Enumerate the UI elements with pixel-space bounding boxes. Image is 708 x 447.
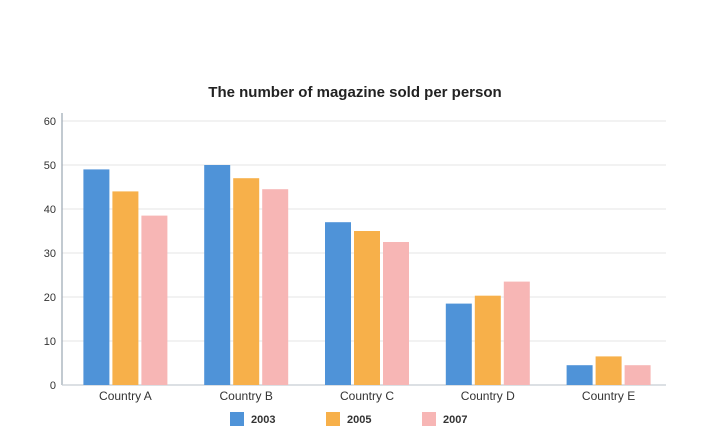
x-category-labels: Country A Country B Country C Country D Coun… (99, 389, 635, 403)
y-tick-label: 20 (44, 292, 56, 304)
bar-2007-country-c (383, 242, 409, 385)
bar-2007-country-e (624, 365, 651, 385)
bar-2003-country-c (325, 222, 351, 385)
x-category-label: Country D (461, 389, 515, 403)
bar-2007-country-a (141, 215, 168, 385)
legend-swatch-2003 (230, 412, 244, 426)
legend-label-2007: 2007 (443, 414, 467, 426)
y-tick-labels: 0 10 20 30 40 50 60 (44, 116, 56, 392)
legend-label-2005: 2005 (347, 414, 371, 426)
bar-2007-country-b (262, 189, 289, 385)
x-category-label: Country E (582, 389, 635, 403)
bar-2007-country-d (503, 281, 530, 385)
bar-2003-country-d (445, 303, 472, 385)
bar-2003-country-a (83, 169, 110, 385)
bar-2005-country-d (474, 295, 501, 385)
legend-swatch-2007 (422, 412, 436, 426)
bar-2005-country-a (112, 191, 139, 385)
legend: 2003 2005 2007 (230, 412, 467, 426)
x-category-label: Country C (340, 389, 394, 403)
x-category-label: Country B (220, 389, 273, 403)
legend-swatch-2005 (326, 412, 340, 426)
y-tick-label: 30 (44, 248, 56, 260)
chart-title: The number of magazine sold per person (208, 84, 501, 101)
y-tick-label: 60 (44, 116, 56, 128)
y-tick-label: 10 (44, 336, 56, 348)
bar-2005-country-e (595, 356, 622, 385)
bars (83, 165, 651, 385)
bar-2005-country-b (233, 178, 260, 385)
y-tick-label: 40 (44, 204, 56, 216)
y-tick-label: 0 (50, 380, 56, 392)
y-tick-label: 50 (44, 160, 56, 172)
bar-2003-country-b (204, 165, 231, 385)
bar-2005-country-c (354, 231, 380, 385)
bar-2003-country-e (566, 365, 593, 385)
legend-label-2003: 2003 (251, 414, 275, 426)
x-category-label: Country A (99, 389, 152, 403)
